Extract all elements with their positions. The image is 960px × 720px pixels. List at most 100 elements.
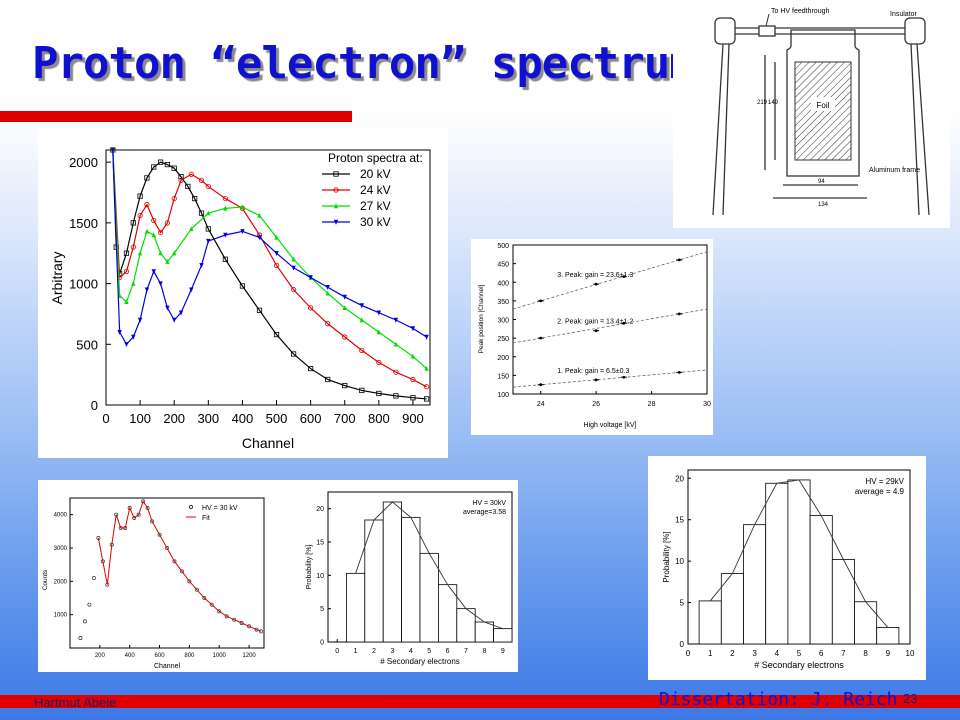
x-tick-label: 3 (390, 648, 394, 655)
fit-curve (355, 501, 503, 630)
peak-position-chart: 24 26 28 30 100 150 200 250 300 350 400 450 500 High … (478, 243, 711, 429)
x-axis-label: Channel (154, 663, 181, 670)
y-tick-label: 450 (497, 262, 509, 269)
data-point (192, 195, 198, 202)
x-tick-label: 4 (775, 649, 780, 658)
data-point (247, 624, 252, 629)
x-tick-label: 1200 (242, 653, 256, 659)
legend-marker (333, 187, 339, 193)
x-axis-label: High voltage [kV] (584, 422, 637, 429)
legend-entry: 20 kV (360, 167, 391, 181)
data-point (342, 334, 348, 340)
data-point (131, 334, 136, 340)
secondary-electrons-30kv-chart: 0 1 2 3 4 5 6 7 8 9 0 5 10 15 20 # Secondary electrons P… (306, 491, 513, 666)
y-tick-label: 20 (675, 474, 684, 483)
x-tick-label: 800 (368, 411, 390, 426)
data-point (325, 285, 330, 290)
data-point (178, 174, 184, 180)
data-point (209, 602, 214, 607)
data-point (141, 499, 146, 504)
data-point (130, 220, 136, 226)
data-point (232, 617, 237, 622)
data-point (224, 614, 229, 619)
dim-219: 219 (757, 100, 768, 106)
x-tick-label: 300 (197, 411, 219, 426)
series-label: 3. Peak: gain = 23.6±1.3 (557, 272, 633, 279)
x-tick-label: 400 (232, 411, 254, 426)
data-point (137, 250, 143, 256)
data-point (342, 305, 347, 311)
data-point (393, 341, 399, 347)
title-underline-bar (0, 111, 352, 122)
histogram-bar (765, 482, 789, 645)
y-tick-label: 1000 (54, 613, 68, 619)
y-tick-label: 1500 (69, 216, 98, 231)
histogram-29kv-panel: 0 1 2 3 4 5 6 7 8 9 10 0 5 10 15 20 # Secondary electron… (648, 456, 926, 680)
data-point (423, 384, 430, 390)
x-tick-label: 28 (648, 401, 656, 408)
x-tick-label: 700 (334, 411, 356, 426)
x-tick-label: 200 (95, 653, 106, 659)
y-tick-label: 3000 (54, 546, 68, 552)
data-point (137, 193, 143, 199)
data-point (222, 195, 228, 202)
series-label: 1. Peak: gain = 6.5±0.3 (557, 368, 629, 375)
x-tick-label: 800 (184, 653, 195, 659)
data-point (308, 305, 314, 311)
data-point (342, 294, 347, 300)
data-point (290, 351, 297, 357)
legend-entry: Fit (202, 515, 210, 522)
annotation: average = 4.9 (855, 487, 905, 496)
x-tick-label: 100 (129, 411, 151, 426)
y-tick-label: 2000 (54, 579, 68, 585)
data-point (393, 317, 399, 323)
data-point (145, 506, 150, 510)
data-point (78, 636, 83, 640)
x-axis-label: # Secondary electrons (754, 660, 844, 670)
data-point (187, 579, 192, 584)
data-point (151, 232, 156, 238)
x-tick-label: 2 (730, 649, 735, 658)
x-tick-label: 600 (300, 411, 322, 426)
data-point (410, 376, 416, 383)
data-point (202, 596, 207, 600)
data-point (257, 212, 262, 218)
data-point (393, 393, 399, 399)
left-insulator (714, 17, 736, 45)
data-point (150, 519, 155, 524)
data-point (158, 281, 163, 287)
y-tick-label: 15 (316, 540, 324, 547)
data-point (171, 195, 177, 202)
data-point (325, 376, 331, 383)
histogram-bar (698, 600, 722, 645)
fit-line (512, 251, 708, 310)
data-point (199, 263, 204, 269)
x-tick-label: 26 (592, 401, 600, 408)
slide-title: Proton “electron” spectrum (32, 38, 696, 89)
y-tick-label: 250 (497, 336, 509, 343)
y-tick-label: 4000 (54, 513, 68, 519)
peak-position-panel: 24 26 28 30 100 150 200 250 300 350 400 450 500 High … (471, 239, 713, 435)
data-point (165, 259, 170, 264)
y-tick-label: 2000 (69, 155, 98, 170)
data-point (171, 165, 177, 171)
legend-entry: HV = 30 kV (202, 505, 238, 512)
data-point (254, 627, 259, 632)
y-axis-label: Counts (42, 569, 49, 590)
x-tick-label: 3 (752, 649, 757, 658)
x-tick-label: 400 (125, 653, 136, 659)
data-point (342, 382, 348, 389)
x-axis-label: Channel (242, 435, 294, 451)
data-point (178, 177, 184, 183)
data-point (151, 217, 157, 224)
data-point (424, 334, 429, 340)
x-tick-label: 8 (863, 649, 868, 658)
data-point (188, 171, 194, 177)
data-point (205, 183, 211, 190)
data-point (594, 282, 598, 286)
histogram-bar (382, 501, 402, 643)
data-point (179, 569, 184, 574)
data-point (82, 619, 87, 624)
data-point (189, 226, 194, 232)
x-tick-label: 0 (335, 648, 339, 655)
